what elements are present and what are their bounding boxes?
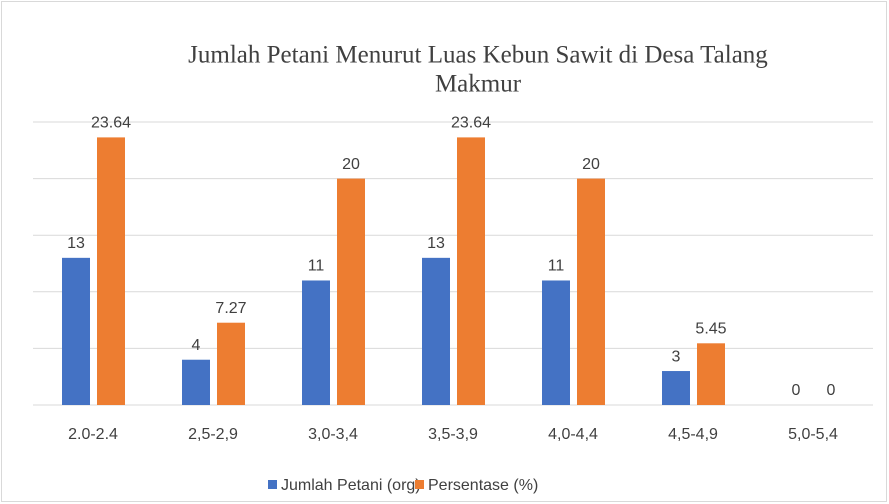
data-label: 0 <box>827 382 836 399</box>
data-label: 0 <box>792 382 801 399</box>
data-label: 11 <box>548 258 565 275</box>
x-tick-label: 3,5-3,9 <box>428 426 478 443</box>
bar <box>62 257 90 405</box>
legend-label: Jumlah Petani (org) <box>281 477 421 494</box>
x-tick-label: 2.0-2.4 <box>68 426 118 443</box>
chart-title: Makmur <box>435 71 522 98</box>
x-tick-label: 4,5-4,9 <box>668 426 718 443</box>
data-label: 13 <box>67 235 85 252</box>
data-label: 4 <box>192 337 201 354</box>
bar <box>182 359 210 405</box>
data-label: 20 <box>342 156 360 173</box>
data-label: 23.64 <box>91 115 131 132</box>
data-label: 23.64 <box>451 115 491 132</box>
bar <box>662 371 690 405</box>
bar <box>542 280 570 405</box>
x-tick-label: 2,5-2,9 <box>188 426 238 443</box>
x-tick-label: 5,0-5,4 <box>788 426 838 443</box>
bar <box>217 322 245 405</box>
x-tick-label: 4,0-4,4 <box>548 426 598 443</box>
data-label: 5.45 <box>695 321 726 338</box>
bar <box>302 280 330 405</box>
bar <box>97 137 125 405</box>
legend-label: Persentase (%) <box>428 477 538 494</box>
chart-title: Jumlah Petani Menurut Luas Kebun Sawit d… <box>188 42 768 69</box>
legend-swatch <box>268 480 277 489</box>
bar <box>422 257 450 405</box>
data-label: 13 <box>427 235 445 252</box>
bar <box>577 178 605 405</box>
x-tick-label: 3,0-3,4 <box>308 426 358 443</box>
data-label: 3 <box>672 348 681 365</box>
bar <box>337 178 365 405</box>
data-label: 11 <box>308 258 325 275</box>
bar <box>457 137 485 405</box>
data-label: 7.27 <box>215 300 246 317</box>
legend-swatch <box>415 480 424 489</box>
bar <box>697 343 725 405</box>
data-label: 20 <box>582 156 600 173</box>
